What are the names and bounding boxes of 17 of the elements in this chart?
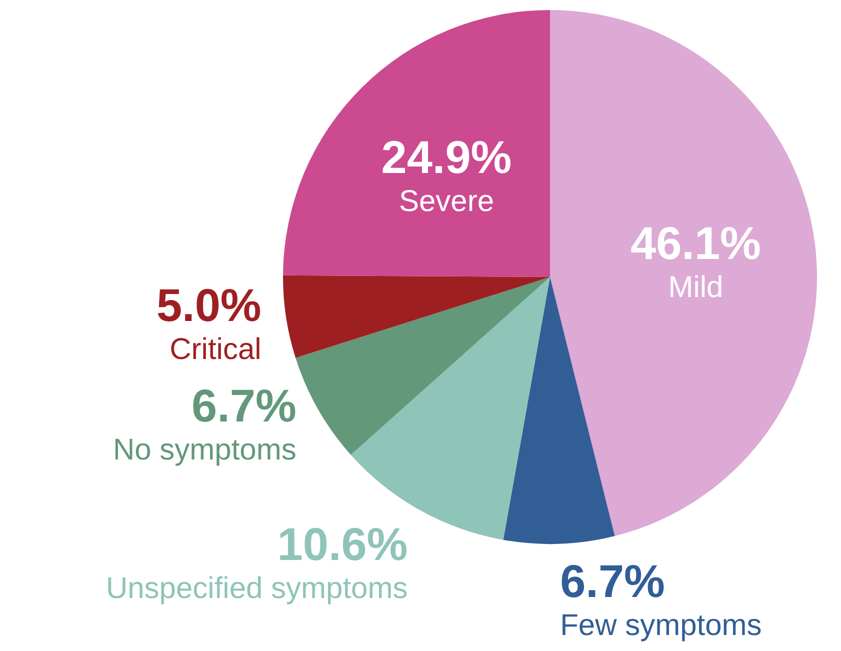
pie-slice (296, 277, 550, 455)
pie-slice (283, 275, 550, 358)
pie-slice (283, 10, 550, 277)
pie-slice (550, 10, 817, 536)
data-label: 46.1% (630, 217, 761, 270)
slice-label: Mild (668, 271, 724, 304)
data-label: 6.7% (192, 380, 296, 432)
data-label: 24.9% (381, 130, 512, 183)
data-label: 5.0% (156, 278, 262, 331)
data-label: 10.6% (277, 518, 408, 570)
data-label: 6.7% (560, 554, 665, 607)
slice-label: Few symptoms (560, 608, 762, 642)
slice-label: Unspecified symptoms (106, 572, 408, 605)
slice-label: Critical (170, 332, 262, 366)
slice-label: Severe (398, 184, 494, 218)
pie-slice (503, 277, 615, 544)
slice-label: No symptoms (112, 434, 296, 467)
